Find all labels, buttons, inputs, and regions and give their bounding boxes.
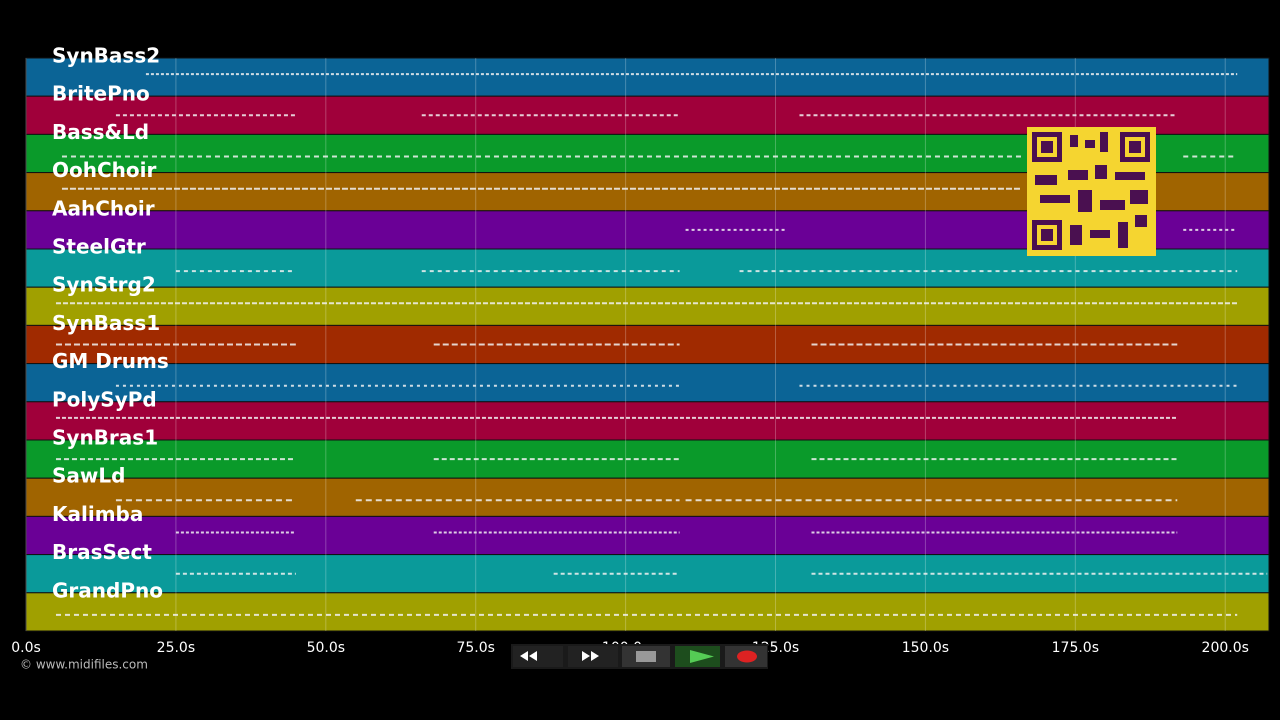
track-label: Bass&Ld: [52, 120, 149, 144]
x-tick-label: 150.0s: [902, 640, 949, 656]
transport: [511, 644, 768, 669]
track-label: SynBass1: [52, 311, 160, 335]
track-row: [25, 286, 1270, 326]
rewind-button[interactable]: [513, 646, 563, 667]
qr-code: [1027, 127, 1156, 256]
x-tick-label: 75.0s: [456, 640, 494, 656]
track-label: SawLd: [52, 464, 125, 488]
x-tick-label: 25.0s: [157, 640, 195, 656]
track-label: SynStrg2: [52, 273, 156, 297]
track-row: [25, 324, 1270, 365]
track-label: BrasSect: [52, 540, 152, 564]
forward-button[interactable]: [568, 646, 618, 667]
x-tick-label: 0.0s: [11, 640, 41, 656]
track-labels: SynBass2 BritePno Bass&Ld OohChoir AahChoir S…: [52, 44, 169, 603]
x-tick-label: 50.0s: [307, 640, 345, 656]
stop-button[interactable]: [622, 646, 670, 667]
track-label: AahChoir: [52, 196, 155, 220]
track-label: BritePno: [52, 82, 150, 106]
track-row: [25, 477, 1270, 517]
time-axis: 0.0s25.0s50.0s75.0s100.0s125.0s150.0s175…: [11, 640, 1249, 656]
track-label: SynBass2: [52, 44, 160, 68]
track-row: [25, 592, 1270, 632]
track-row: [25, 363, 1270, 403]
track-label: PolySyPd: [52, 387, 157, 411]
track-label: SynBras1: [52, 426, 158, 450]
record-button[interactable]: [725, 646, 767, 667]
track-label: SteelGtr: [52, 235, 146, 259]
track-label: GrandPno: [52, 578, 163, 602]
track-row: [25, 401, 1270, 441]
x-tick-label: 175.0s: [1052, 640, 1099, 656]
track-row: [25, 57, 1270, 97]
x-tick-label: 200.0s: [1202, 640, 1249, 656]
track-row: [25, 515, 1270, 556]
track-label: GM Drums: [52, 349, 169, 373]
notes: [55, 73, 1268, 616]
copyright: © www.midifiles.com: [20, 658, 148, 672]
track-label: Kalimba: [52, 502, 143, 526]
track-label: OohChoir: [52, 158, 156, 182]
play-button[interactable]: [675, 646, 720, 667]
